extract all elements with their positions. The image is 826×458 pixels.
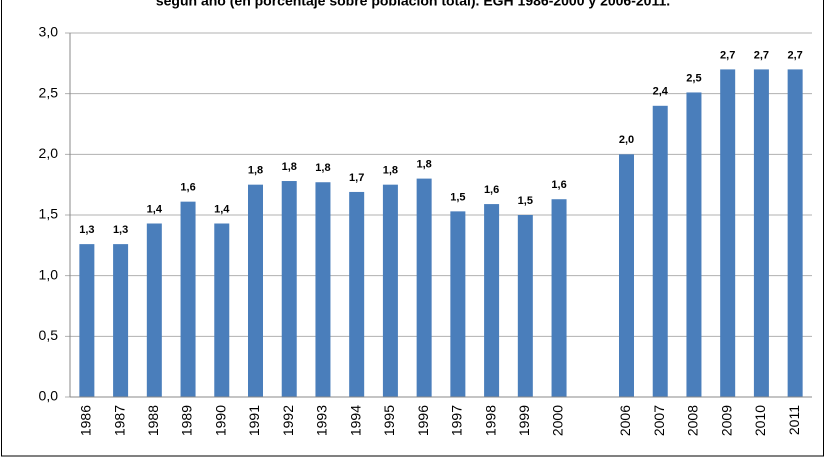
bar (315, 182, 331, 397)
bar (214, 223, 230, 397)
value-label: 1,8 (383, 165, 398, 177)
x-tick-label: 1987 (111, 405, 127, 436)
value-label: 2,4 (653, 86, 669, 98)
bar (79, 244, 95, 397)
y-tick-label: 0,0 (39, 388, 59, 404)
x-tick-label: 1995 (381, 405, 397, 436)
value-label: 1,6 (484, 184, 499, 196)
value-label: 1,8 (315, 162, 330, 174)
bar (349, 191, 365, 397)
x-tick-label: 1999 (516, 405, 532, 436)
bar (416, 178, 432, 397)
value-label: 1,8 (282, 161, 297, 173)
x-tick-label: 1986 (78, 405, 94, 436)
value-label: 2,0 (619, 134, 634, 146)
x-tick-label: 1988 (145, 405, 161, 436)
value-label: 1,4 (147, 203, 163, 215)
x-tick-label: 2010 (752, 405, 768, 436)
value-label: 1,8 (416, 159, 431, 171)
bar (652, 105, 668, 398)
y-tick-label: 0,5 (39, 327, 59, 343)
bar (484, 204, 500, 397)
x-tick-label: 1992 (280, 405, 296, 436)
x-tick-label: 2006 (617, 405, 633, 436)
bar (180, 201, 196, 397)
bar (517, 215, 533, 397)
y-tick-label: 1,5 (39, 206, 59, 222)
x-tick-label: 1989 (179, 405, 195, 436)
value-label: 1,3 (113, 224, 128, 236)
x-tick-label: 1993 (314, 405, 330, 436)
y-tick-label: 3,0 (39, 24, 59, 40)
x-tick-label: 2011 (786, 405, 802, 435)
x-tick-label: 1990 (212, 405, 228, 436)
bar (281, 181, 297, 397)
value-label: 1,8 (248, 165, 263, 177)
bar (113, 244, 129, 397)
bar (753, 69, 769, 398)
value-label: 1,3 (79, 224, 94, 236)
x-tick-label: 2007 (651, 405, 667, 436)
value-label: 2,5 (686, 72, 701, 84)
x-tick-label: 2000 (550, 405, 566, 436)
bar (787, 69, 803, 398)
value-label: 1,4 (214, 203, 230, 215)
x-tick-label: 1998 (482, 405, 498, 436)
value-label: 2,7 (754, 49, 769, 61)
value-label: 2,7 (720, 49, 735, 61)
bar (686, 92, 702, 397)
y-tick-label: 2,0 (39, 145, 59, 161)
bar (551, 199, 567, 397)
value-label: 1,5 (450, 191, 465, 203)
bar (720, 69, 736, 398)
bar (450, 211, 466, 397)
value-label: 2,7 (787, 49, 802, 61)
x-tick-label: 2009 (718, 405, 734, 436)
value-label: 1,6 (180, 182, 195, 194)
bar (248, 184, 263, 397)
value-label: 1,7 (349, 172, 364, 184)
x-tick-label: 1994 (347, 405, 363, 436)
value-label: 1,5 (518, 195, 533, 207)
x-tick-label: 1997 (449, 405, 465, 436)
value-label: 1,6 (551, 179, 566, 191)
bar (382, 184, 398, 397)
bar (146, 223, 162, 397)
y-tick-label: 2,5 (39, 84, 59, 100)
x-tick-label: 1991 (246, 405, 262, 436)
y-tick-label: 1,0 (39, 266, 59, 282)
chart-title: según año (en porcentaje sobre población… (156, 0, 670, 9)
bar (619, 154, 634, 397)
x-tick-label: 2008 (685, 405, 701, 436)
x-tick-label: 1996 (415, 405, 431, 436)
